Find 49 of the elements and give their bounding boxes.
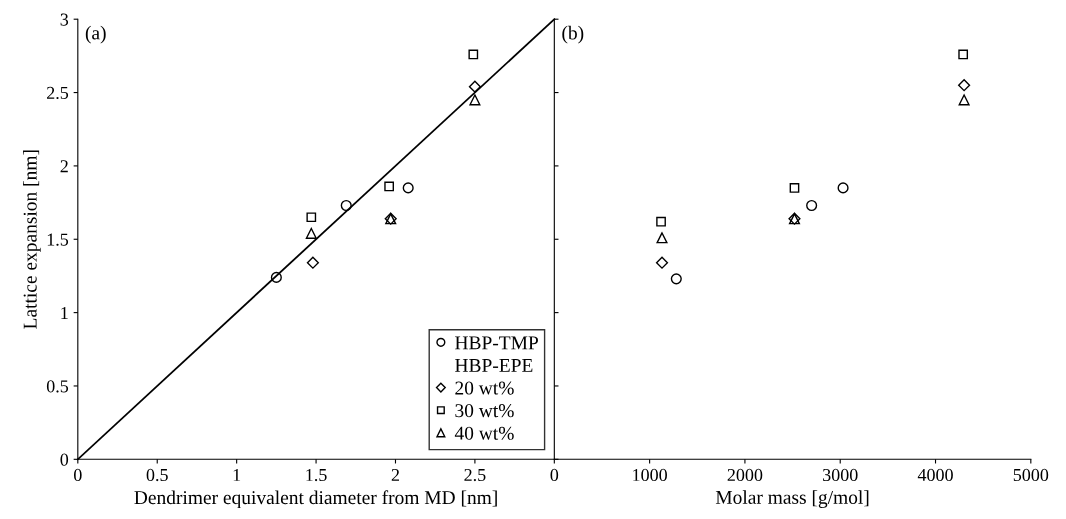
x-tick-label: 0.5 <box>146 468 168 482</box>
x-tick-label: 1000 <box>633 468 667 482</box>
point <box>958 94 970 106</box>
y-tick-label: 1.5 <box>47 233 69 246</box>
point <box>670 273 682 285</box>
legend-label: 40 wt% <box>454 426 514 440</box>
chart-title: (a) <box>85 25 106 44</box>
point <box>340 199 352 212</box>
point <box>305 227 317 239</box>
legend-label: 30 wt% <box>455 404 514 418</box>
point <box>468 80 481 93</box>
point <box>468 49 479 60</box>
point <box>306 212 317 223</box>
point <box>402 182 414 194</box>
x-tick-label: 5000 <box>1013 468 1049 482</box>
x-axis-title: Dendrimer equivalent diameter from MD [nm] <box>134 490 497 509</box>
y-tick-label: 0.5 <box>46 380 69 393</box>
point <box>958 49 969 60</box>
legend-label: 20 wt% <box>455 381 514 395</box>
y-tick-label: 2 <box>60 160 68 173</box>
chart-title: (b) <box>562 25 584 44</box>
annotation: HBP-EPE <box>455 359 533 372</box>
point <box>656 232 668 244</box>
point <box>270 271 282 283</box>
point <box>655 256 669 269</box>
x-tick-label: 2.5 <box>464 468 486 482</box>
y-tick-label: 2.5 <box>47 86 69 100</box>
x-tick-label: 2000 <box>727 468 763 482</box>
point <box>806 199 818 212</box>
point <box>656 216 666 227</box>
x-tick-label: 1.5 <box>306 468 327 482</box>
x-tick-label: 3000 <box>823 468 858 482</box>
y-tick-label: 0 <box>60 453 69 466</box>
x-tick-label: 4000 <box>917 468 953 482</box>
x-tick-label: 2 <box>391 468 399 481</box>
point <box>837 182 849 194</box>
point <box>384 181 394 192</box>
y-tick-label: 1 <box>61 306 68 319</box>
y-tick-label: 3 <box>60 13 69 26</box>
legend-label: HBP-TMP <box>455 336 538 350</box>
x-tick-label: 0 <box>73 468 82 482</box>
x-tick-label: 1 <box>233 468 241 481</box>
point <box>789 183 800 193</box>
point <box>958 79 971 92</box>
point <box>469 94 481 106</box>
x-tick-label: 0 <box>550 468 559 482</box>
point <box>306 256 319 269</box>
x-axis-title: Molar mass [g/mol] <box>715 490 869 508</box>
y-axis-title: Lattice expansion [nm] <box>23 150 41 329</box>
